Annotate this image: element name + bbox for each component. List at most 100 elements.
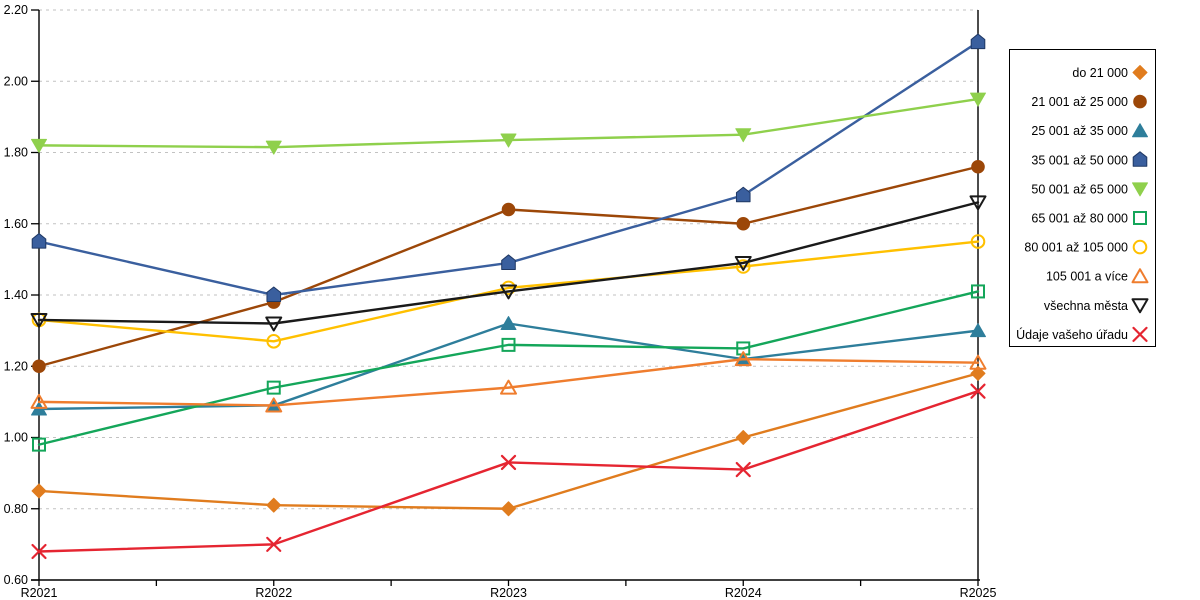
marker-circle-point	[735, 259, 751, 274]
marker-diamond-point	[266, 497, 282, 513]
y-axis-label: 2.00	[4, 74, 28, 88]
marker-square-legend	[1133, 211, 1147, 225]
marker-triangle-down-point	[500, 133, 517, 148]
y-axis-label: 1.40	[4, 288, 28, 302]
y-axis-label: 1.00	[4, 431, 28, 445]
marker-triangle-down-legend	[1132, 182, 1148, 197]
legend-item-21-001-a-25-000: 21 001 až 25 000	[1031, 94, 1147, 109]
marker-pentagon-point	[501, 254, 516, 270]
legend-item-35-001-a-50-000: 35 001 až 50 000	[1031, 151, 1148, 167]
marker-triangle-up-point	[265, 397, 283, 413]
series-50-001-a-65-000	[31, 92, 986, 155]
y-axis-label: 0.80	[4, 502, 28, 516]
series-105-001-a-v-ce	[30, 351, 987, 413]
marker-diamond-legend	[1132, 65, 1148, 80]
marker-square-point	[501, 337, 516, 352]
series-line	[37, 389, 980, 553]
marker-pentagon-point	[31, 233, 47, 249]
legend-label: do 21 000	[1072, 66, 1128, 80]
marker-x-point	[735, 461, 751, 478]
marker-triangle-down-point	[31, 138, 47, 153]
marker-diamond-point	[970, 365, 986, 381]
marker-triangle-down-point	[30, 312, 48, 328]
y-axis-label: 1.80	[4, 146, 28, 160]
marker-triangle-up-point	[969, 354, 987, 370]
y-axis-label: 1.60	[4, 217, 28, 231]
marker-pentagon-point	[266, 286, 282, 302]
marker-circle-point	[32, 359, 46, 374]
series-35-001-a-50-000	[31, 33, 986, 302]
legend-item-50-001-a-65-000: 50 001 až 65 000	[1031, 182, 1148, 197]
marker-square-point	[736, 341, 751, 356]
x-axis-label: R2022	[255, 586, 292, 600]
legend-item-daje-va-eho-adu: Údaje vašeho úřadu	[1016, 326, 1148, 342]
marker-x-point	[970, 383, 986, 399]
series-line	[37, 240, 980, 343]
marker-triangle-down-point	[265, 140, 282, 155]
marker-triangle-up-point	[500, 316, 517, 330]
marker-square-point	[971, 284, 985, 299]
legend-label: všechna města	[1044, 299, 1128, 313]
marker-triangle-down-point	[735, 128, 752, 143]
marker-x-point	[500, 454, 517, 471]
legend-item-105-001-a-v-ce: 105 001 a více	[1046, 268, 1149, 284]
legend-label: 21 001 až 25 000	[1031, 95, 1128, 109]
legend-box	[1009, 49, 1156, 347]
marker-x-point	[31, 543, 47, 560]
x-axis-label: R2024	[725, 586, 762, 600]
legend-label: 105 001 a více	[1046, 270, 1128, 284]
marker-circle-point	[736, 216, 751, 231]
marker-pentagon-point	[735, 186, 751, 203]
marker-circle-point	[970, 234, 986, 249]
series-do-21-000	[31, 365, 986, 517]
legend: do 21 000 21 001 až 25 000 25 001 až 35 00…	[1009, 49, 1156, 347]
marker-triangle-up-point	[970, 323, 986, 338]
marker-triangle-up-point	[500, 379, 517, 395]
legend-item-25-001-a-35-000: 25 001 až 35 000	[1031, 123, 1148, 138]
marker-triangle-down-point	[734, 255, 752, 271]
marker-circle-legend	[1132, 239, 1148, 255]
marker-x-point	[266, 536, 282, 552]
marker-square-point	[32, 437, 46, 452]
marker-triangle-up-legend	[1131, 268, 1149, 284]
legend-item-v-echna-m-sta: všechna města	[1044, 298, 1149, 314]
legend-label: 65 001 až 80 000	[1031, 212, 1128, 226]
series-line	[37, 201, 980, 325]
marker-circle-point	[266, 334, 282, 349]
series-line	[37, 357, 980, 407]
y-axis-label: 0.60	[4, 573, 28, 587]
legend-label: 25 001 až 35 000	[1031, 124, 1128, 138]
marker-diamond-point	[501, 501, 516, 517]
legend-label: 80 001 až 105 000	[1024, 241, 1128, 255]
y-axis-label: 2.20	[4, 3, 28, 17]
series-line	[37, 290, 980, 446]
marker-triangle-down-legend	[1131, 298, 1149, 314]
marker-triangle-up-point	[30, 393, 48, 409]
marker-pentagon-legend	[1132, 151, 1148, 167]
series-daje-va-eho-adu	[31, 383, 986, 560]
marker-triangle-up-legend	[1132, 123, 1148, 138]
marker-triangle-down-point	[970, 92, 986, 107]
marker-circle-legend	[1133, 94, 1147, 109]
legend-label: 50 001 až 65 000	[1031, 182, 1128, 196]
marker-triangle-up-point	[734, 351, 752, 367]
series-65-001-a-80-000	[32, 284, 985, 452]
marker-triangle-down-point	[265, 316, 283, 332]
x-axis-label: R2025	[960, 586, 997, 600]
marker-diamond-point	[31, 483, 47, 499]
marker-circle-point	[501, 202, 516, 217]
legend-label: Údaje vašeho úřadu	[1016, 327, 1128, 342]
axes: 0.60 0.80 1.00 1.20 1.40 1.60 1.80 2.00 2.20 R202…	[4, 3, 997, 600]
legend-label: 35 001 až 50 000	[1031, 153, 1128, 167]
marker-square-point	[266, 380, 281, 395]
marker-circle-point	[971, 159, 985, 174]
marker-triangle-down-point	[500, 284, 517, 300]
marker-pentagon-point	[970, 33, 986, 50]
x-axis-label: R2023	[490, 586, 527, 600]
marker-x-legend	[1132, 326, 1148, 342]
x-axis-label: R2021	[21, 586, 58, 600]
marker-triangle-down-point	[969, 195, 987, 211]
y-axis-label: 1.20	[4, 359, 28, 373]
